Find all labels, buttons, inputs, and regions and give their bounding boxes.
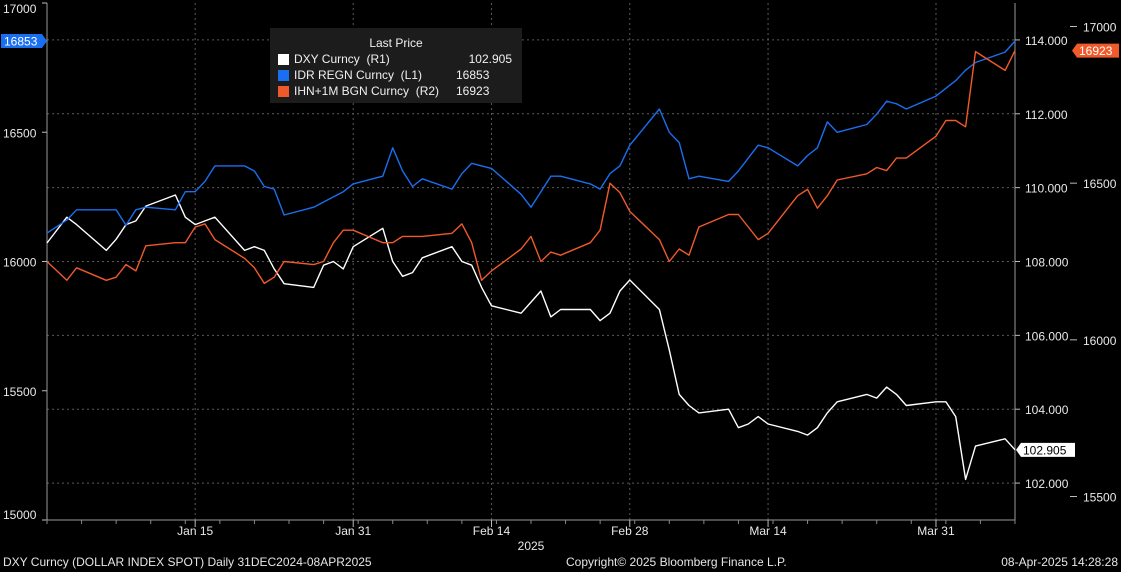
- left-tick-label: 15000: [3, 508, 37, 522]
- legend-value-ihn: 16923: [456, 84, 490, 98]
- legend-name-ihn: IHN+1M BGN Curncy (R2): [294, 84, 440, 98]
- ihn-last-value-label: 16923: [1079, 44, 1113, 58]
- dxy-last-value-label: 102.905: [1023, 443, 1067, 457]
- legend-value-idr: 16853: [456, 68, 490, 82]
- chart-legend: Last Price DXY Curncy (R1) 102.905 IDR R…: [270, 28, 522, 103]
- idr-last-value-label: 16853: [4, 34, 38, 48]
- series-line-1: [46, 40, 1016, 234]
- footer-security: DXY Curncy (DOLLAR INDEX SPOT) Daily 31D…: [3, 555, 372, 569]
- legend-swatch-ihn: [278, 86, 289, 97]
- series-line-0: [46, 194, 1016, 481]
- legend-swatch-idr: [278, 70, 289, 81]
- legend-name-dxy: DXY Curncy (R1): [294, 52, 390, 66]
- right1-tick-label: 112.000: [1025, 108, 1068, 122]
- right2-tick-label: 17000: [1083, 21, 1117, 35]
- legend-title: Last Price: [369, 36, 423, 50]
- right1-tick-label: 104.000: [1025, 403, 1069, 417]
- right1-tick-label: 108.000: [1025, 256, 1069, 270]
- x-tick-label: Mar 31: [917, 524, 955, 538]
- legend-value-dxy: 102.905: [468, 52, 512, 66]
- right2-tick-label: 16500: [1083, 177, 1117, 191]
- x-tick-label: Mar 14: [749, 524, 787, 538]
- left-tick-label: 16500: [3, 126, 37, 140]
- right1-tick-label: 106.000: [1025, 329, 1069, 343]
- x-tick-label: Feb 14: [473, 524, 511, 538]
- right2-tick-label: 15500: [1083, 491, 1117, 505]
- series-group: [46, 40, 1016, 481]
- chart-canvas: 17000 16500 16000 15500 15000 114.000 112.000 1…: [1, 2, 1119, 552]
- right1-tick-label: 110.000: [1025, 182, 1068, 196]
- footer-copyright: Copyright© 2025 Bloomberg Finance L.P.: [566, 555, 787, 569]
- legend-name-idr: IDR REGN Curncy (L1): [294, 68, 423, 82]
- dxy-last-value-tag: [1016, 442, 1075, 457]
- legend-entry-idr: IDR REGN Curncy (L1) 16853: [278, 68, 516, 84]
- x-year-label: 2025: [518, 539, 545, 552]
- footer-timestamp: 08-Apr-2025 14:28:28: [1001, 555, 1118, 569]
- legend-entry-ihn: IHN+1M BGN Curncy (R2) 16923: [278, 84, 516, 100]
- right1-tick-label: 114.000: [1025, 34, 1068, 48]
- idr-last-value-tag: [1, 33, 47, 48]
- x-tick-label: Feb 28: [611, 524, 649, 538]
- left-tick-label: 15500: [3, 385, 37, 399]
- legend-entry-dxy: DXY Curncy (R1) 102.905: [278, 52, 516, 68]
- right1-tick-label: 102.000: [1025, 477, 1069, 491]
- left-tick-label: 17000: [3, 2, 37, 16]
- series-line-2: [46, 50, 1016, 285]
- footer-bar: DXY Curncy (DOLLAR INDEX SPOT) Daily 31D…: [0, 554, 1121, 572]
- legend-swatch-dxy: [278, 54, 289, 65]
- right2-tick-label: 16000: [1083, 334, 1117, 348]
- ihn-last-value-tag: [1072, 43, 1119, 58]
- x-tick-label: Jan 31: [335, 524, 371, 538]
- left-tick-label: 16000: [3, 256, 37, 270]
- x-tick-label: Jan 15: [177, 524, 213, 538]
